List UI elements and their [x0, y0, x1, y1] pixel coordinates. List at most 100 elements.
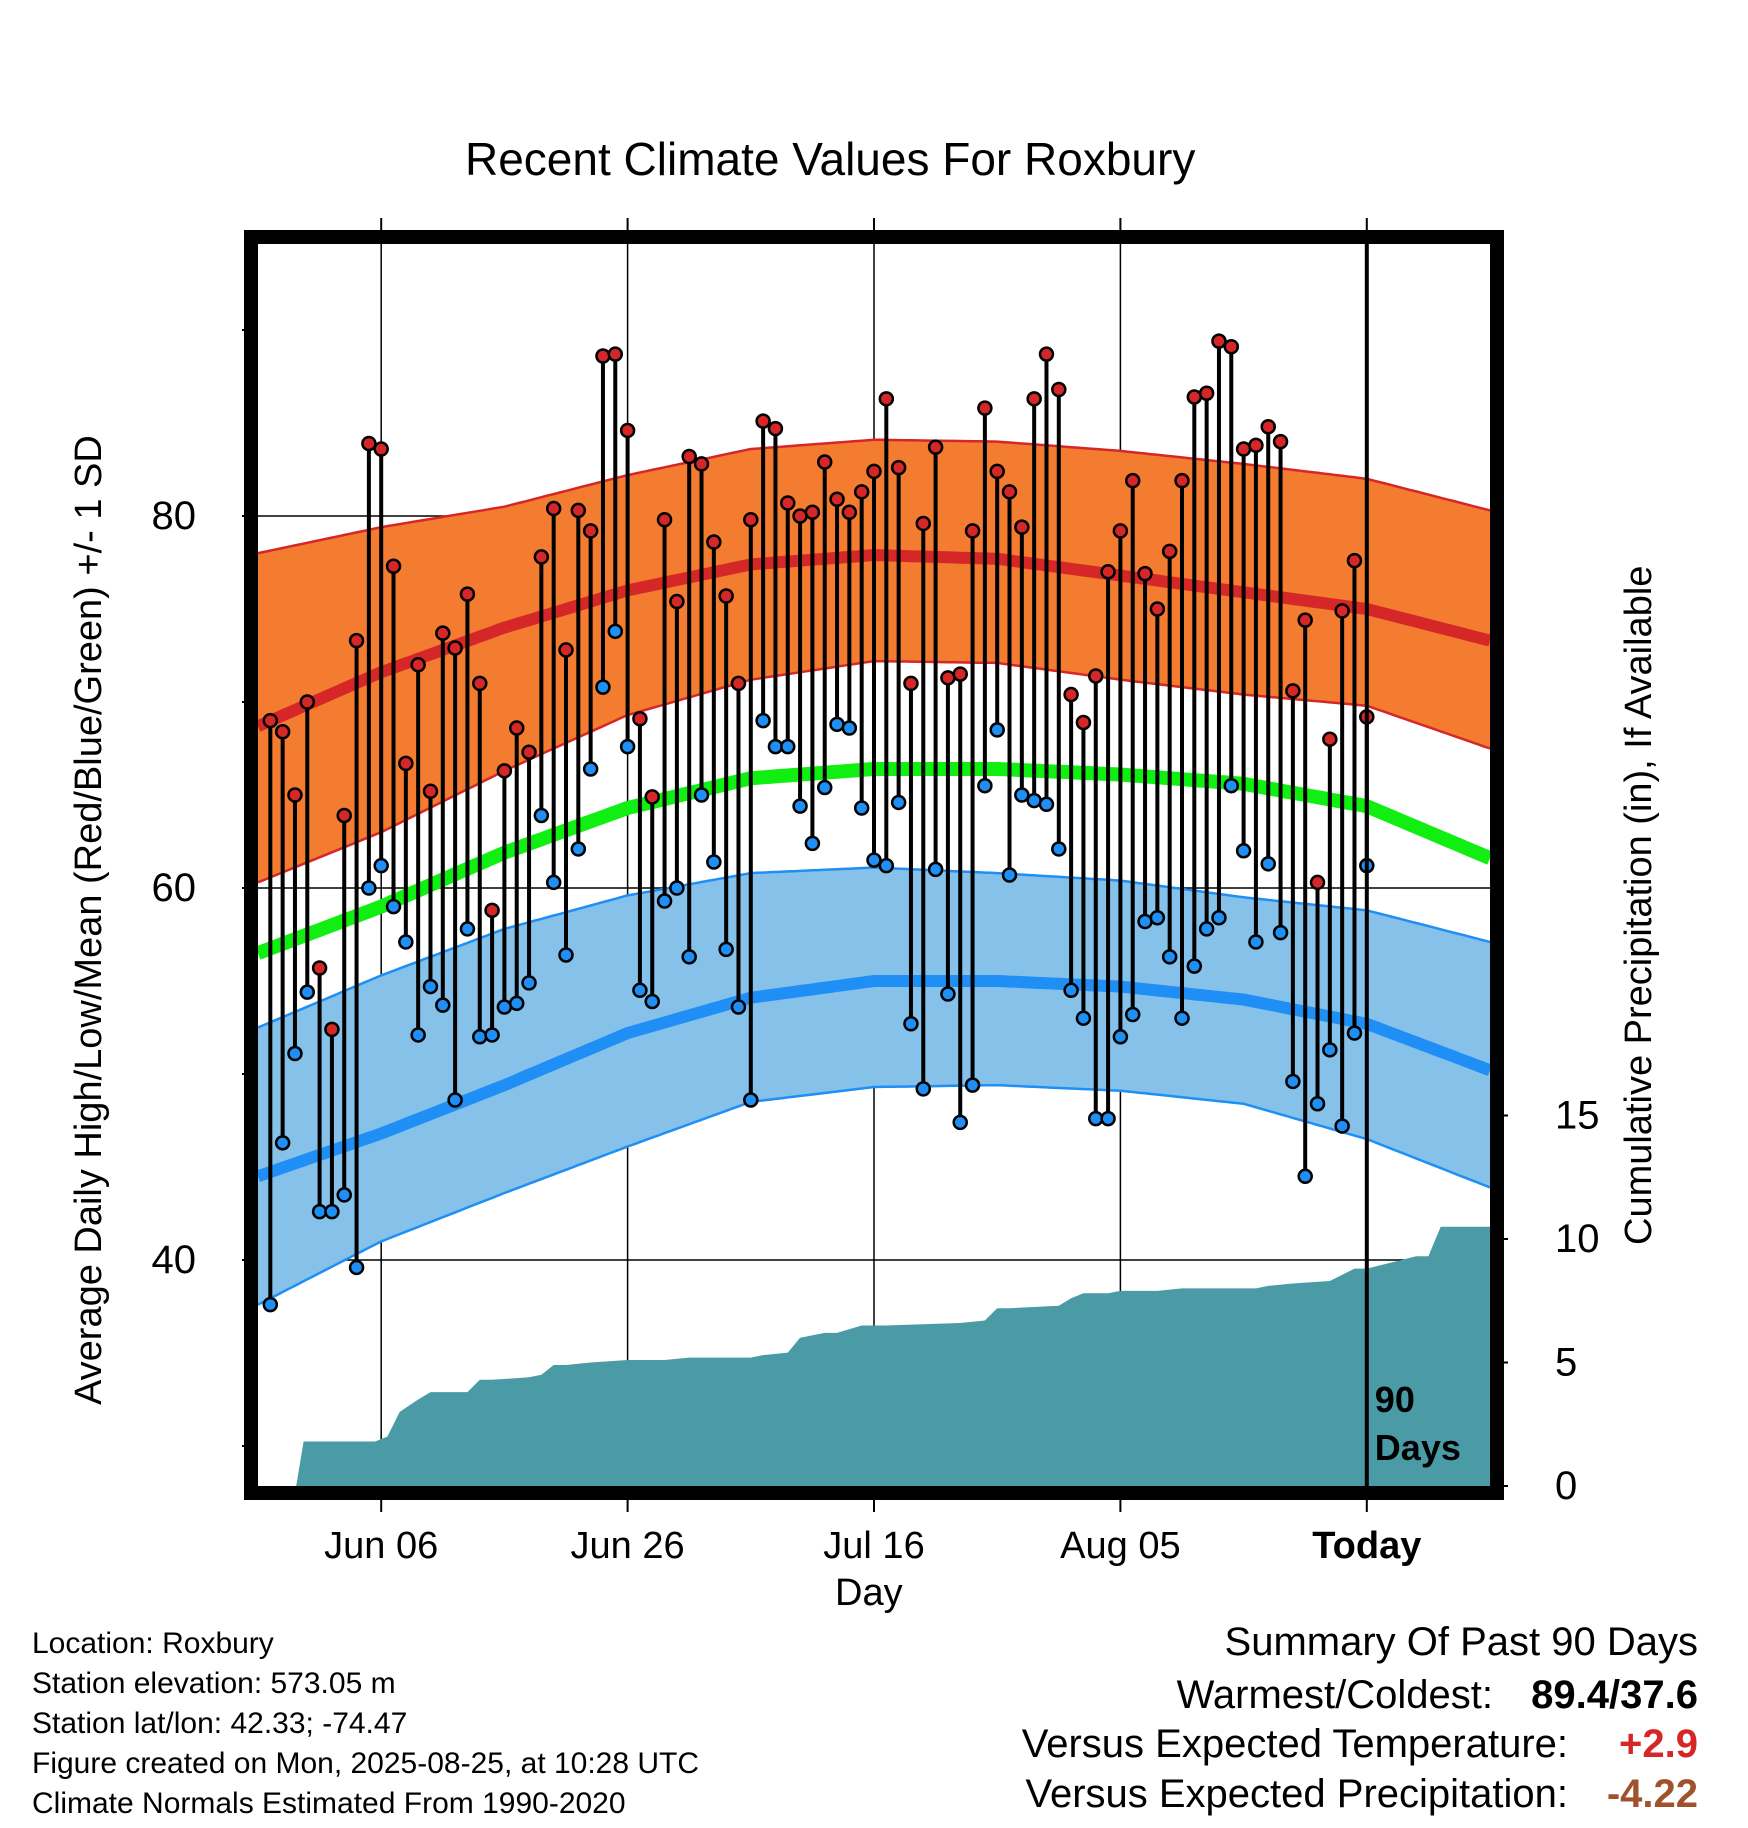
summary-warmest-value: 89.4/37.6 [1531, 1673, 1698, 1717]
daily-high-point [595, 348, 611, 364]
summary-precip-label: Versus Expected Precipitation: [1025, 1772, 1568, 1816]
daily-low-point [287, 1045, 303, 1062]
y-tick-label: 80 [152, 494, 197, 538]
daily-low-point [1223, 777, 1240, 794]
summary-precip-value: -4.22 [1606, 1772, 1698, 1816]
daily-low-point [718, 941, 734, 958]
daily-low-point [1272, 924, 1289, 941]
plot-area: 90 Days [258, 244, 1490, 1486]
daily-low-point [890, 794, 907, 811]
daily-high-point [1161, 543, 1178, 560]
daily-high-point [644, 789, 660, 805]
daily-low-point [1149, 910, 1166, 926]
daily-low-point [459, 921, 476, 937]
daily-low-point [1161, 949, 1178, 965]
daily-high-point [435, 625, 451, 641]
daily-high-point [903, 675, 919, 692]
daily-high-point [866, 463, 882, 480]
daily-high-point [792, 508, 808, 524]
y2-axis-label: Cumulative Precipitation (in), If Availa… [1618, 565, 1660, 1245]
daily-high-point [1322, 731, 1338, 747]
daily-high-point [410, 657, 426, 673]
daily-high-point [1100, 564, 1116, 580]
daily-high-point [804, 504, 821, 521]
footer-normals: Climate Normals Estimated From 1990-2020 [32, 1787, 626, 1820]
daily-low-point [607, 623, 624, 640]
daily-low-point [804, 835, 821, 852]
daily-low-point [521, 975, 537, 991]
daily-low-point [1112, 1029, 1129, 1045]
daily-low-point [989, 722, 1005, 738]
daily-low-point [533, 807, 550, 824]
daily-high-point [853, 484, 870, 500]
daily-low-point [1038, 796, 1055, 813]
daily-low-point [1334, 1118, 1350, 1134]
daily-low-point [1186, 958, 1203, 974]
daily-high-point [1248, 437, 1264, 454]
daily-low-point [1063, 982, 1079, 999]
daily-low-point [915, 1081, 932, 1097]
daily-low-point [299, 984, 316, 1000]
daily-high-point [693, 456, 710, 472]
daily-low-point [866, 852, 882, 868]
y2-tick-label: 0 [1555, 1464, 1577, 1508]
daily-low-point [373, 857, 389, 874]
daily-high-point [1137, 565, 1153, 582]
daily-low-point [595, 679, 611, 695]
daily-high-point [977, 400, 993, 416]
daily-low-point [1075, 1010, 1092, 1026]
y2-tick-label: 10 [1555, 1217, 1600, 1261]
daily-high-point [521, 744, 537, 760]
daily-low-point [755, 712, 771, 729]
daily-high-point [496, 763, 513, 779]
daily-high-point [1272, 433, 1289, 450]
daily-high-point [348, 632, 365, 649]
daily-high-point [1174, 472, 1190, 489]
y-axis-label: Average Daily High/Low/Mean (Red/Blue/Gr… [68, 435, 110, 1405]
daily-high-point [570, 502, 587, 519]
daily-low-point [422, 978, 439, 995]
daily-high-point [940, 670, 956, 686]
daily-high-point [1260, 418, 1276, 435]
daily-high-point [1063, 686, 1079, 703]
x-tick-label: Jun 26 [571, 1525, 685, 1567]
daily-low-point [1260, 856, 1276, 872]
daily-high-point [780, 495, 796, 511]
daily-high-point [1235, 441, 1252, 457]
daily-low-point [1322, 1042, 1338, 1058]
daily-high-point [632, 710, 648, 727]
daily-low-point [693, 787, 710, 803]
y-tick-label: 40 [152, 1238, 197, 1282]
y2-tick-label: 15 [1555, 1094, 1600, 1138]
daily-low-point [1235, 843, 1252, 859]
daily-high-point [1211, 333, 1227, 349]
daily-high-point [1149, 601, 1166, 617]
x-tick-label: Today [1312, 1525, 1421, 1567]
daily-low-point [435, 997, 451, 1013]
daily-high-point [262, 712, 279, 729]
daily-low-point [410, 1027, 426, 1043]
daily-high-point [311, 960, 328, 976]
daily-high-point [385, 558, 402, 574]
daily-low-point [952, 1114, 968, 1131]
daily-high-point [755, 413, 771, 429]
daily-low-point [940, 986, 956, 1002]
chart-title: Recent Climate Values For Roxbury [465, 133, 1196, 185]
daily-high-point [508, 720, 525, 736]
daily-high-point [1075, 714, 1092, 731]
daily-low-point [1346, 1025, 1363, 1041]
daily-low-point [878, 857, 895, 874]
daily-low-point [558, 947, 574, 963]
daily-low-point [903, 1016, 919, 1032]
daily-high-point [484, 902, 500, 919]
daily-high-point [681, 448, 697, 465]
daily-high-point [1186, 389, 1203, 405]
daily-low-point [1051, 841, 1067, 857]
daily-high-point [1346, 552, 1363, 569]
daily-low-point [311, 1203, 328, 1220]
daily-low-point [829, 716, 845, 733]
daily-low-point [927, 861, 944, 878]
daily-high-point [1038, 346, 1055, 362]
daily-high-point [422, 783, 439, 800]
footer-created: Figure created on Mon, 2025-08-25, at 10… [32, 1747, 700, 1780]
